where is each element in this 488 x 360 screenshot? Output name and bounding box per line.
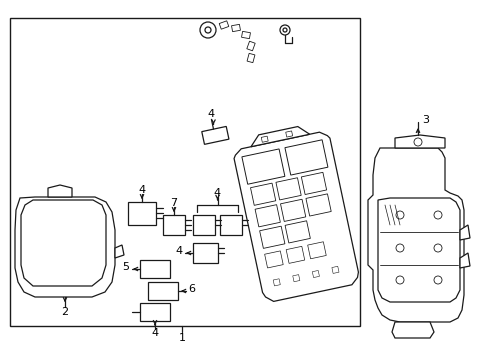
Bar	[148, 282, 178, 300]
Polygon shape	[255, 205, 280, 227]
Polygon shape	[261, 136, 267, 142]
Polygon shape	[459, 253, 469, 268]
Polygon shape	[285, 221, 310, 243]
Polygon shape	[250, 183, 275, 205]
Circle shape	[433, 244, 441, 252]
Bar	[128, 202, 156, 225]
Polygon shape	[264, 251, 283, 268]
Bar	[140, 303, 170, 321]
Polygon shape	[15, 197, 115, 297]
Circle shape	[204, 27, 210, 33]
Polygon shape	[394, 135, 444, 148]
Bar	[193, 215, 215, 235]
Polygon shape	[312, 270, 319, 278]
Polygon shape	[391, 322, 433, 338]
Bar	[140, 260, 170, 278]
Polygon shape	[48, 185, 72, 197]
Text: 4: 4	[151, 328, 158, 338]
Bar	[193, 243, 218, 263]
Text: 3: 3	[422, 115, 428, 125]
Circle shape	[395, 211, 403, 219]
Circle shape	[395, 276, 403, 284]
Polygon shape	[219, 21, 228, 29]
Polygon shape	[285, 131, 292, 137]
Polygon shape	[231, 24, 240, 32]
Polygon shape	[292, 275, 299, 282]
Text: 5: 5	[122, 262, 129, 272]
Polygon shape	[275, 178, 301, 200]
Text: 6: 6	[188, 284, 195, 294]
Text: 1: 1	[178, 333, 185, 343]
Polygon shape	[307, 242, 325, 259]
Circle shape	[200, 22, 216, 38]
Circle shape	[283, 28, 286, 32]
Polygon shape	[246, 53, 254, 63]
Polygon shape	[273, 279, 280, 286]
Polygon shape	[280, 199, 305, 221]
Text: 4: 4	[138, 185, 145, 195]
Text: 4: 4	[214, 188, 221, 198]
Polygon shape	[246, 41, 255, 51]
Polygon shape	[250, 127, 309, 147]
Polygon shape	[285, 140, 327, 175]
Bar	[10, 18, 359, 326]
Text: 4: 4	[207, 109, 215, 120]
Circle shape	[395, 244, 403, 252]
Bar	[163, 215, 184, 235]
Polygon shape	[367, 148, 463, 322]
Polygon shape	[115, 245, 124, 258]
Polygon shape	[259, 226, 285, 248]
Text: 2: 2	[61, 307, 68, 317]
Polygon shape	[21, 200, 106, 286]
Bar	[220, 215, 242, 235]
Polygon shape	[377, 198, 459, 302]
Polygon shape	[242, 149, 285, 184]
Text: 7: 7	[170, 198, 177, 208]
Text: 4: 4	[175, 246, 182, 256]
Circle shape	[413, 138, 421, 146]
Polygon shape	[285, 246, 304, 264]
Circle shape	[433, 276, 441, 284]
Polygon shape	[241, 31, 250, 39]
Circle shape	[280, 25, 289, 35]
Polygon shape	[331, 266, 338, 273]
Polygon shape	[305, 194, 330, 216]
Polygon shape	[301, 172, 326, 194]
Circle shape	[433, 211, 441, 219]
Polygon shape	[459, 225, 469, 240]
Polygon shape	[234, 132, 358, 301]
